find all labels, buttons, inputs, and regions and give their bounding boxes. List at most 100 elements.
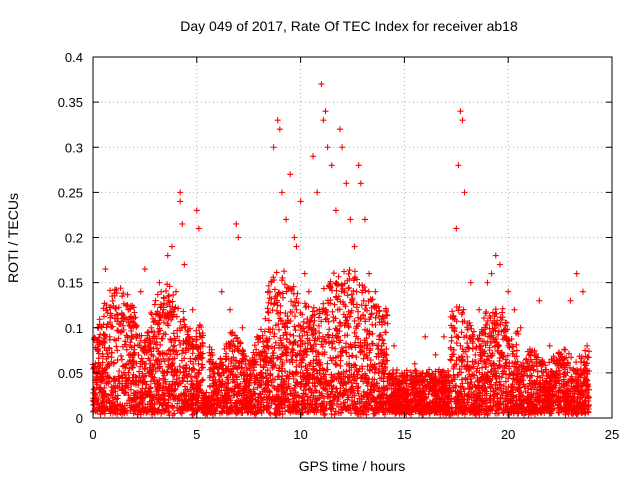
scatter-marker <box>156 311 163 318</box>
scatter-marker <box>331 411 338 418</box>
scatter-marker <box>568 354 575 361</box>
scatter-marker <box>492 306 499 313</box>
scatter-marker <box>344 332 351 339</box>
scatter-marker <box>467 373 474 380</box>
scatter-marker <box>447 387 454 394</box>
scatter-marker <box>547 377 554 384</box>
scatter-marker <box>426 410 433 417</box>
scatter-marker <box>297 373 304 380</box>
scatter-marker <box>344 292 351 299</box>
scatter-marker <box>329 377 336 384</box>
scatter-marker <box>135 352 142 359</box>
scatter-marker <box>302 340 309 347</box>
scatter-marker <box>359 289 366 296</box>
scatter-marker <box>134 411 141 418</box>
scatter-marker <box>358 398 365 405</box>
scatter-marker <box>193 327 200 334</box>
scatter-marker <box>359 346 366 353</box>
scatter-marker <box>198 323 205 330</box>
scatter-marker <box>259 353 266 360</box>
scatter-marker <box>446 384 453 391</box>
scatter-marker <box>502 319 509 326</box>
scatter-marker <box>439 384 446 391</box>
scatter-marker <box>194 385 201 392</box>
scatter-marker <box>166 412 173 419</box>
scatter-marker <box>212 379 219 386</box>
scatter-marker <box>368 380 375 387</box>
scatter-marker <box>279 411 286 418</box>
scatter-marker <box>340 399 347 406</box>
scatter-marker <box>267 358 274 365</box>
scatter-marker <box>481 315 488 322</box>
scatter-marker <box>341 403 348 410</box>
scatter-marker <box>284 284 291 291</box>
scatter-marker <box>307 341 314 348</box>
scatter-marker <box>194 378 201 385</box>
scatter-marker <box>393 370 400 377</box>
scatter-marker <box>491 313 498 320</box>
scatter-marker <box>567 390 574 397</box>
scatter-marker <box>340 369 347 376</box>
scatter-marker <box>560 376 567 383</box>
scatter-marker <box>376 333 383 340</box>
scatter-marker <box>306 404 313 411</box>
scatter-marker <box>309 379 316 386</box>
scatter-marker <box>289 286 296 293</box>
scatter-marker <box>169 372 176 379</box>
scatter-marker <box>147 384 154 391</box>
scatter-marker <box>281 268 288 275</box>
scatter-marker <box>487 338 494 345</box>
scatter-marker <box>494 331 501 338</box>
scatter-marker <box>364 327 371 334</box>
scatter-marker <box>484 317 491 324</box>
scatter-marker <box>343 361 350 368</box>
scatter-marker <box>453 333 460 340</box>
scatter-marker <box>160 319 167 326</box>
scatter-marker <box>92 407 99 414</box>
scatter-marker <box>206 344 213 351</box>
scatter-marker <box>269 362 276 369</box>
scatter-marker <box>444 399 451 406</box>
scatter-marker <box>578 355 585 362</box>
scatter-marker <box>108 349 115 356</box>
scatter-marker <box>158 335 165 342</box>
scatter-marker <box>281 281 288 288</box>
scatter-marker <box>132 373 139 380</box>
scatter-marker <box>384 320 391 327</box>
scatter-marker <box>251 379 258 386</box>
scatter-marker <box>496 373 503 380</box>
scatter-marker <box>290 347 297 354</box>
scatter-marker <box>223 367 230 374</box>
scatter-marker <box>502 326 509 333</box>
scatter-marker <box>96 321 103 328</box>
scatter-marker <box>562 411 569 418</box>
scatter-marker <box>123 346 130 353</box>
scatter-marker <box>479 346 486 353</box>
scatter-marker <box>468 325 475 332</box>
scatter-marker <box>358 302 365 309</box>
scatter-marker <box>210 361 217 368</box>
scatter-marker <box>412 367 419 374</box>
scatter-marker <box>264 367 271 374</box>
scatter-marker <box>268 295 275 302</box>
scatter-marker <box>519 366 526 373</box>
scatter-marker <box>170 330 177 337</box>
scatter-marker <box>267 278 274 285</box>
scatter-marker <box>359 372 366 379</box>
scatter-marker <box>368 340 375 347</box>
scatter-marker <box>282 320 289 327</box>
scatter-marker <box>510 348 517 355</box>
scatter-marker <box>284 391 291 398</box>
scatter-marker <box>449 308 456 315</box>
scatter-marker <box>443 385 450 392</box>
scatter-marker <box>451 374 458 381</box>
scatter-marker <box>217 402 224 409</box>
scatter-marker <box>117 401 124 408</box>
scatter-marker <box>308 345 315 352</box>
scatter-marker <box>173 392 180 399</box>
scatter-marker <box>353 380 360 387</box>
scatter-marker <box>327 284 334 291</box>
scatter-marker <box>226 340 233 347</box>
scatter-marker <box>495 342 502 349</box>
scatter-marker <box>453 340 460 347</box>
